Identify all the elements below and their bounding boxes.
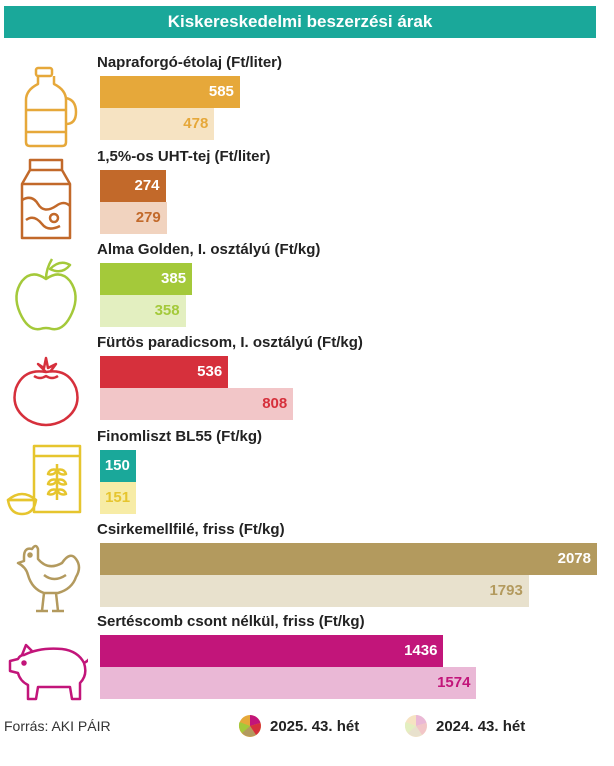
category-label: Finomliszt BL55 (Ft/kg) xyxy=(97,428,262,445)
bar-previous: 279 xyxy=(100,202,167,234)
bar-previous: 1793 xyxy=(100,575,529,607)
category-label: Sertéscomb csont nélkül, friss (Ft/kg) xyxy=(97,613,365,630)
source-note: Forrás: AKI PÁIR xyxy=(4,718,111,734)
bar-previous: 478 xyxy=(100,108,215,140)
chart-title: Kiskereskedelmi beszerzési árak xyxy=(4,6,596,38)
chart-row: 1,5%-os UHT-tej (Ft/liter) 274 279 xyxy=(0,148,614,240)
chicken-icon xyxy=(16,544,81,613)
milk-carton-icon xyxy=(20,158,72,240)
chart-row: Csirkemellfilé, friss (Ft/kg) 2078 1793 xyxy=(0,521,614,613)
bar-current: 2078 xyxy=(100,543,597,575)
flour-bag-icon xyxy=(6,444,82,516)
chart-row: Fürtös paradicsom, I. osztályú (Ft/kg) 53… xyxy=(0,334,614,427)
legend-previous-label: 2024. 43. hét xyxy=(436,717,526,735)
bar-previous: 1574 xyxy=(100,667,477,699)
bar-previous: 151 xyxy=(100,482,137,514)
bar-current: 150 xyxy=(100,450,136,482)
legend-current: 2025. 43. hét xyxy=(238,714,359,738)
bar-current: 385 xyxy=(100,263,193,295)
bar-current: 274 xyxy=(100,170,166,202)
bar-previous: 808 xyxy=(100,388,294,420)
pig-icon xyxy=(8,643,88,701)
apple-icon xyxy=(15,258,77,331)
legend-previous-icon xyxy=(404,715,427,737)
category-label: Napraforgó-étolaj (Ft/liter) xyxy=(97,54,283,71)
bar-previous: 358 xyxy=(100,295,186,327)
category-label: 1,5%-os UHT-tej (Ft/liter) xyxy=(97,148,271,165)
chart-row: Napraforgó-étolaj (Ft/liter) 585 478 xyxy=(0,54,614,148)
bar-current: 536 xyxy=(100,356,229,388)
bar-current: 585 xyxy=(100,76,240,108)
legend-previous: 2024. 43. hét xyxy=(404,714,525,738)
legend-current-icon xyxy=(238,715,261,737)
tomato-icon xyxy=(13,356,79,427)
category-label: Fürtös paradicsom, I. osztályú (Ft/kg) xyxy=(97,334,363,351)
chart-row: Sertéscomb csont nélkül, friss (Ft/kg) 14… xyxy=(0,613,614,705)
bar-current: 1436 xyxy=(100,635,444,667)
oil-bottle-icon xyxy=(24,66,78,148)
category-label: Csirkemellfilé, friss (Ft/kg) xyxy=(97,521,285,538)
legend-current-label: 2025. 43. hét xyxy=(270,717,360,735)
chart-row: Alma Golden, I. osztályú (Ft/kg) 385 358 xyxy=(0,241,614,333)
chart-row: Finomliszt BL55 (Ft/kg) 150 151 xyxy=(0,428,614,520)
category-label: Alma Golden, I. osztályú (Ft/kg) xyxy=(97,241,321,258)
